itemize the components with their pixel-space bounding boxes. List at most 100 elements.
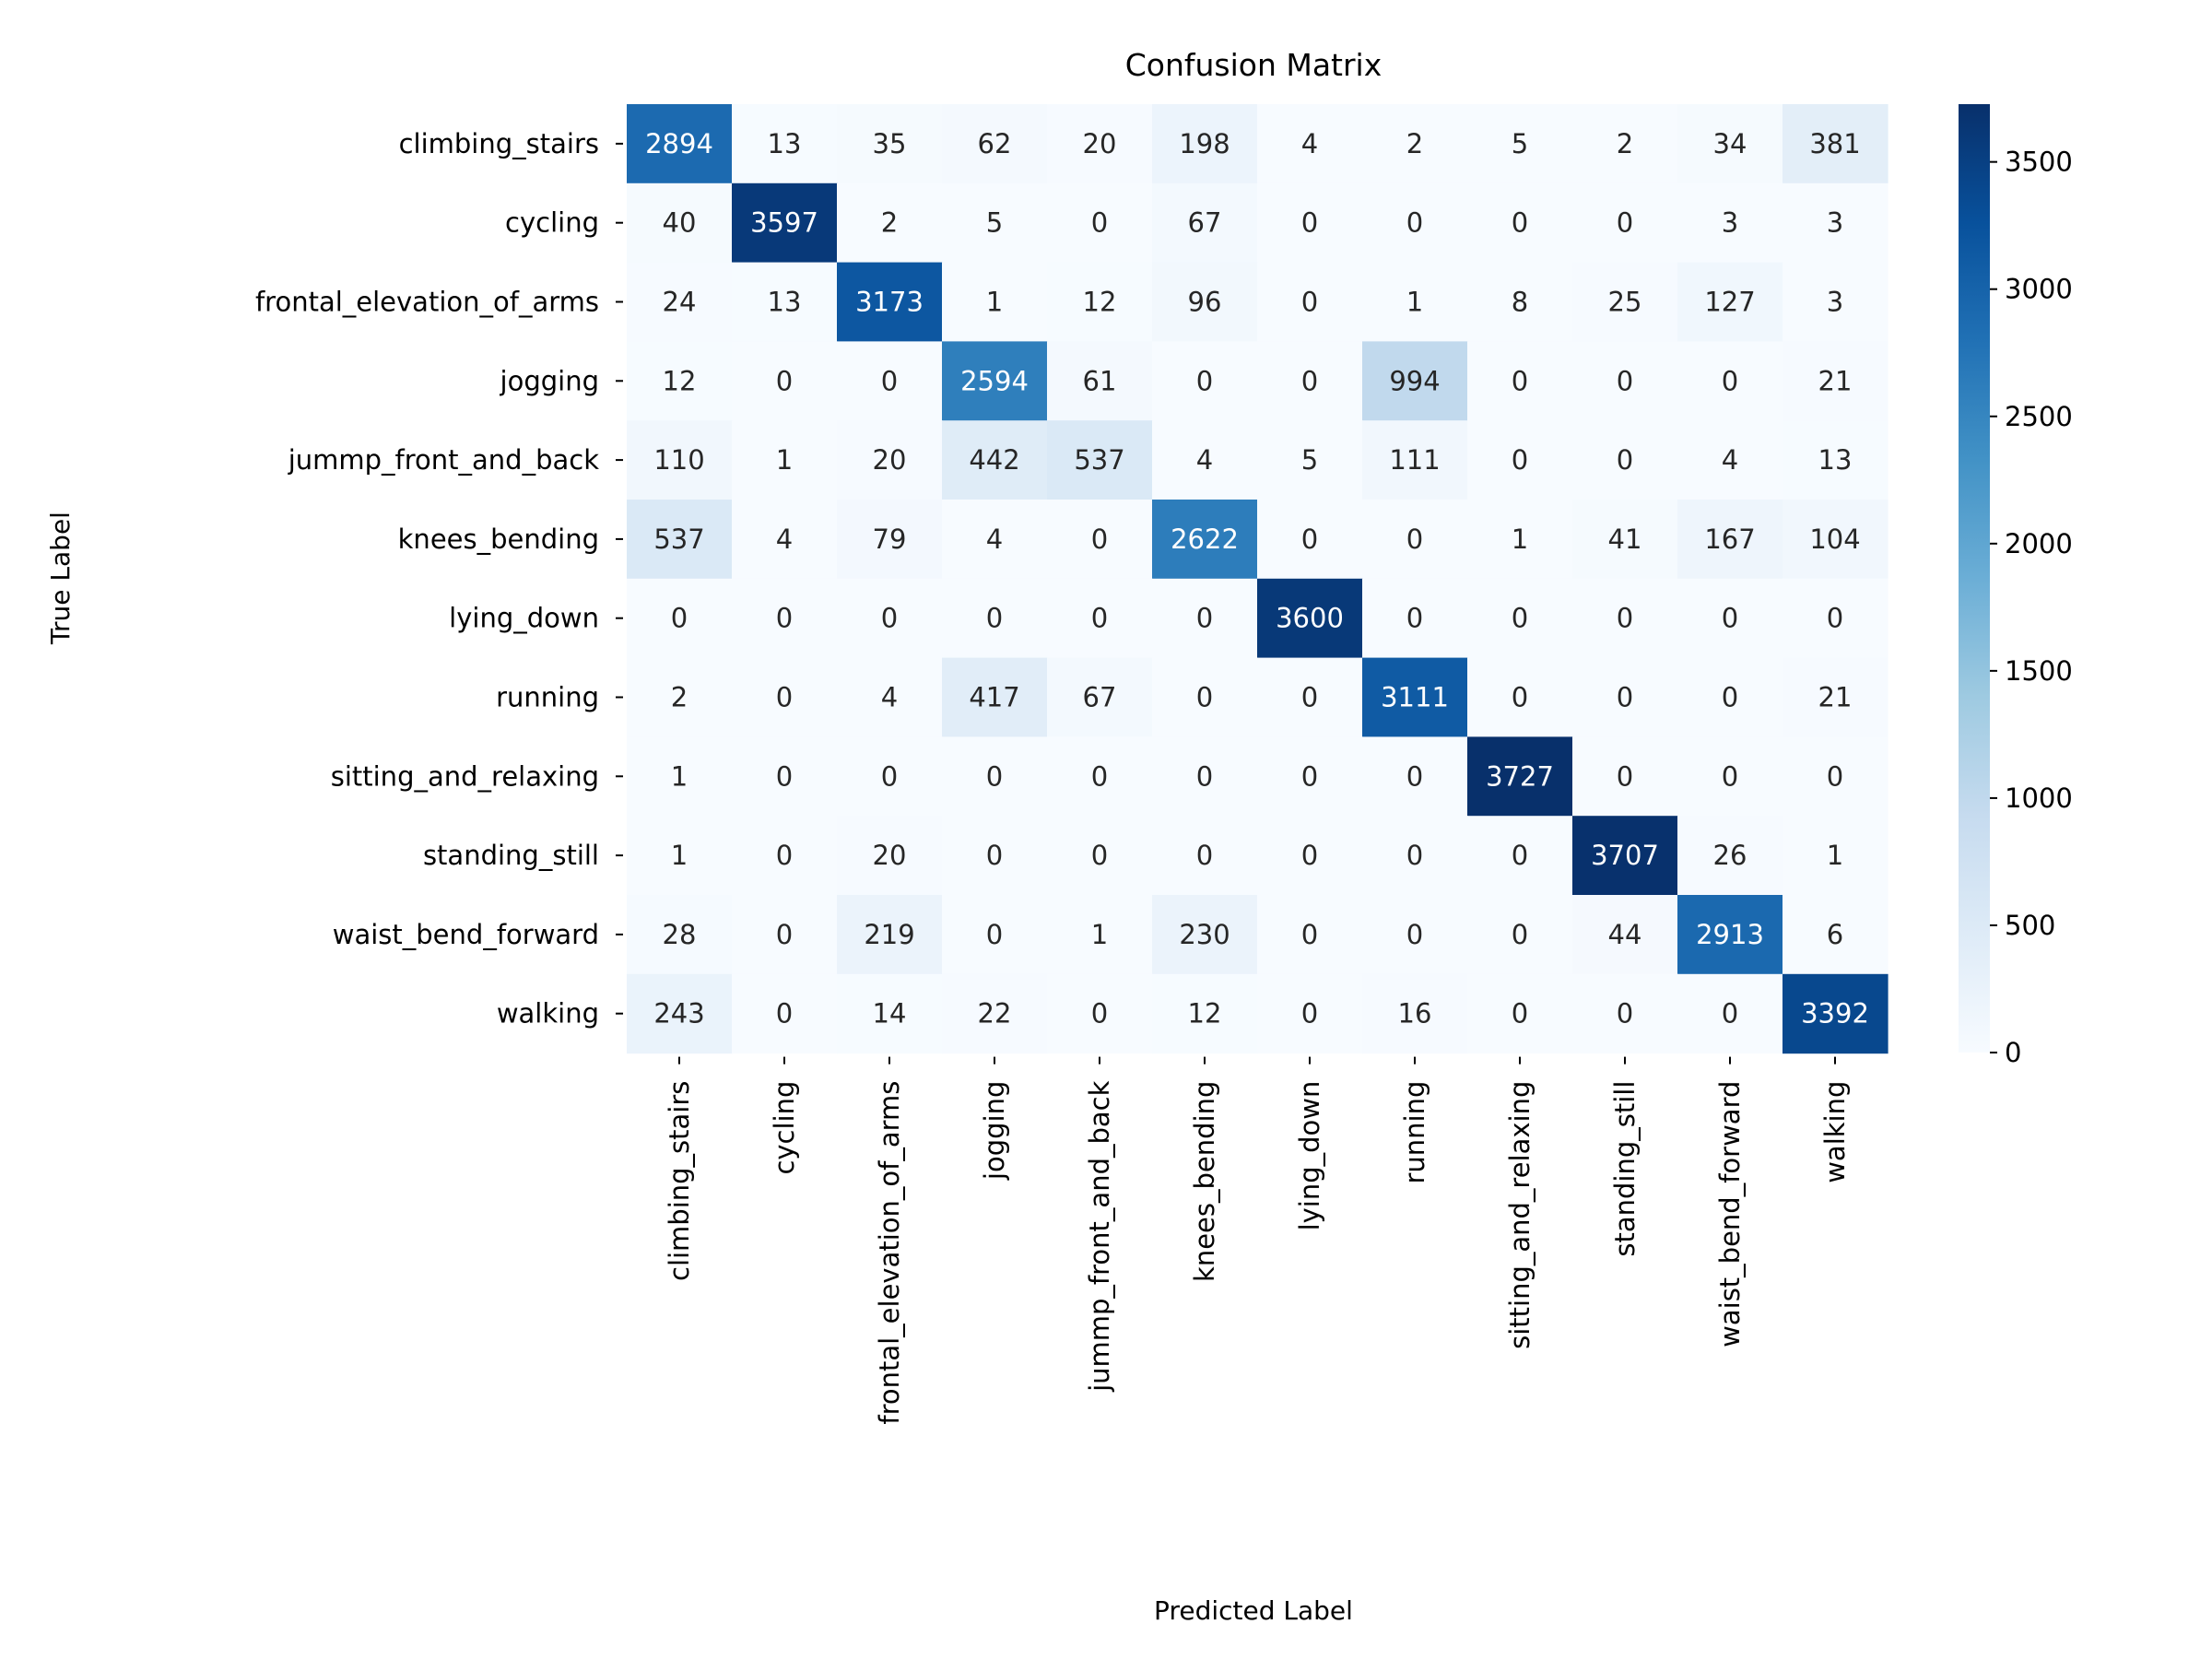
cell-value-label: 26	[1713, 840, 1747, 871]
cell-value-label: 198	[1179, 128, 1230, 159]
cell-value-label: 12	[663, 365, 697, 396]
heatmap-cell	[1783, 736, 1888, 817]
cell-value-label: 12	[1188, 998, 1222, 1030]
heatmap-cell	[1677, 578, 1783, 659]
colorbar-tick-label: 2000	[2005, 528, 2073, 559]
heatmap-cell	[1362, 657, 1468, 737]
heatmap-cell	[1572, 500, 1678, 580]
colorbar-tick-label: 1000	[2005, 782, 2073, 814]
heatmap-cell	[942, 262, 1048, 342]
heatmap-cell	[837, 341, 943, 421]
cell-value-label: 0	[881, 603, 898, 634]
y-tick-label: walking	[497, 998, 599, 1030]
heatmap-cell	[627, 657, 733, 737]
cell-value-label: 2	[1406, 128, 1423, 159]
heatmap-cell	[1467, 104, 1573, 184]
y-tick-label: frontal_elevation_of_arms	[255, 287, 599, 318]
heatmap-cell	[1047, 341, 1153, 421]
heatmap-cell	[1677, 736, 1783, 817]
heatmap-cell	[837, 657, 943, 737]
cell-value-label: 0	[1301, 840, 1318, 871]
heatmap-cell	[1152, 816, 1258, 896]
cell-value-label: 5	[1301, 444, 1318, 476]
heatmap-cell	[732, 104, 838, 184]
heatmap-cell	[1572, 657, 1678, 737]
cell-value-label: 0	[776, 919, 793, 950]
y-tick-label: running	[496, 682, 599, 713]
cell-value-label: 2894	[645, 128, 713, 159]
cell-value-label: 0	[1512, 444, 1528, 476]
cell-value-label: 40	[663, 207, 697, 239]
heatmap-cell	[1677, 500, 1783, 580]
cell-value-label: 1	[1091, 919, 1108, 950]
cell-value-label: 3	[1827, 207, 1843, 239]
cell-value-label: 0	[1617, 207, 1633, 239]
heatmap-cell	[732, 500, 838, 580]
heatmap-cell	[942, 973, 1048, 1054]
heatmap-cell	[1783, 262, 1888, 342]
cell-value-label: 0	[1722, 365, 1738, 396]
cell-value-label: 0	[1722, 603, 1738, 634]
cell-value-label: 0	[1722, 760, 1738, 792]
heatmap-cell	[942, 895, 1048, 975]
cell-value-label: 111	[1389, 444, 1440, 476]
cell-value-label: 0	[1091, 998, 1108, 1030]
colorbar-tick-label: 1500	[2005, 655, 2073, 687]
cell-value-label: 537	[1074, 444, 1124, 476]
cell-value-label: 0	[1301, 919, 1318, 950]
cell-value-label: 6	[1827, 919, 1843, 950]
heatmap-cell	[1783, 657, 1888, 737]
cell-value-label: 994	[1389, 365, 1440, 396]
heatmap-cell	[1362, 104, 1468, 184]
heatmap-cell	[1467, 341, 1573, 421]
cell-value-label: 0	[1617, 998, 1633, 1030]
heatmap-cell	[1152, 578, 1258, 659]
cell-value-label: 8	[1512, 287, 1528, 318]
heatmap-cell	[627, 578, 733, 659]
y-tick-label: sitting_and_relaxing	[331, 760, 599, 792]
heatmap-cell	[942, 736, 1048, 817]
heatmap-cell	[1257, 341, 1363, 421]
cell-value-label: 3	[1827, 287, 1843, 318]
x-tick-label: walking	[1819, 1081, 1851, 1183]
heatmap-cell	[627, 420, 733, 500]
cell-value-label: 0	[1196, 603, 1213, 634]
cell-value-label: 0	[776, 998, 793, 1030]
heatmap-cell	[1047, 578, 1153, 659]
heatmap-cell	[1257, 262, 1363, 342]
heatmap-cell	[1677, 341, 1783, 421]
heatmap-cell	[1047, 182, 1153, 264]
heatmap-cell	[1677, 816, 1783, 896]
cell-value-label: 22	[978, 998, 1012, 1030]
colorbar	[1959, 104, 1990, 1053]
heatmap-cell	[1467, 420, 1573, 500]
heatmap-cell	[1152, 341, 1258, 421]
heatmap-cell	[1783, 104, 1888, 184]
cell-value-label: 0	[1196, 365, 1213, 396]
cell-value-label: 0	[776, 840, 793, 871]
heatmap-cell	[1152, 500, 1258, 580]
heatmap-cell	[1467, 895, 1573, 975]
heatmap-cell	[1257, 104, 1363, 184]
cell-value-label: 0	[1617, 760, 1633, 792]
cell-value-label: 0	[1091, 207, 1108, 239]
cell-value-label: 0	[1617, 444, 1633, 476]
cell-value-label: 61	[1083, 365, 1117, 396]
heatmap-cell	[732, 578, 838, 659]
heatmap-cell	[1152, 895, 1258, 975]
cell-value-label: 3707	[1591, 840, 1659, 871]
cell-value-label: 381	[1809, 128, 1860, 159]
colorbar-tick-label: 2500	[2005, 401, 2073, 432]
cell-value-label: 0	[776, 760, 793, 792]
heatmap-cell	[1572, 816, 1678, 896]
heatmap-cell	[1677, 420, 1783, 500]
heatmap-cell	[1467, 578, 1573, 659]
heatmap-cell	[732, 262, 838, 342]
heatmap-cell	[732, 341, 838, 421]
heatmap-cell	[1572, 182, 1678, 264]
cell-value-label: 0	[1722, 682, 1738, 713]
cell-value-label: 4	[1301, 128, 1318, 159]
heatmap-cell	[1677, 104, 1783, 184]
cell-value-label: 24	[663, 287, 697, 318]
